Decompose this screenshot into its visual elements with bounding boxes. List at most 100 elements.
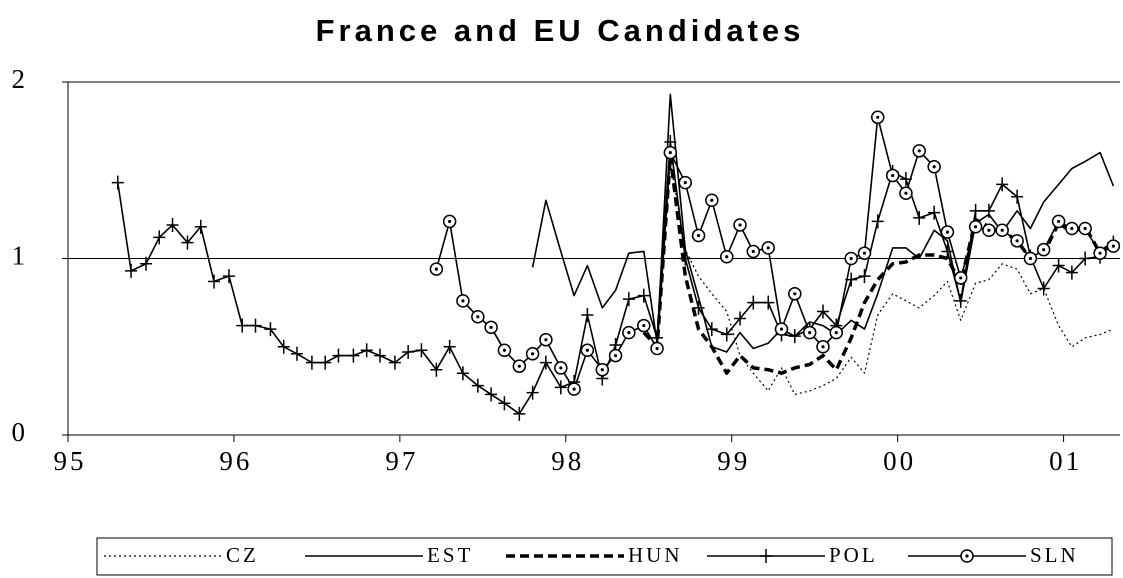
point-marker: [277, 339, 290, 354]
point-marker: [1037, 281, 1050, 296]
point-marker: [526, 385, 539, 400]
point-marker: [443, 339, 456, 354]
point-marker-dot: [834, 331, 838, 335]
point-marker-dot: [945, 230, 950, 234]
point-marker-dot: [862, 251, 867, 255]
point-marker: [373, 348, 386, 363]
point-marker: [720, 327, 733, 342]
point-marker: [166, 217, 179, 232]
point-marker: [982, 203, 995, 218]
point-marker-dot: [655, 346, 659, 351]
x-tick-label: 96: [219, 446, 252, 476]
point-marker-dot: [932, 165, 936, 169]
point-marker: [236, 318, 249, 333]
y-tick-label: 2: [12, 64, 29, 94]
x-tick-label: 00: [883, 446, 916, 476]
point-marker-dot: [627, 331, 631, 335]
point-marker-dot: [476, 315, 480, 319]
point-marker-dot: [725, 255, 729, 259]
point-marker: [1052, 258, 1065, 273]
x-tick-label: 99: [717, 446, 750, 476]
point-marker-dot: [987, 228, 991, 232]
point-marker-dot: [696, 233, 701, 238]
y-tick-label: 0: [12, 417, 29, 447]
point-marker-dot: [891, 173, 895, 178]
point-marker-dot: [448, 219, 452, 224]
x-tick-label: 95: [54, 446, 87, 476]
point-marker-dot: [849, 256, 853, 261]
point-marker: [692, 300, 705, 315]
point-marker: [319, 355, 332, 370]
point-marker-dot: [572, 387, 576, 391]
point-marker-dot: [793, 292, 797, 296]
point-marker: [430, 362, 443, 377]
x-tick-label: 98: [551, 446, 584, 476]
point-marker-dot: [965, 554, 969, 558]
point-marker-dot: [434, 267, 438, 271]
point-marker: [762, 295, 775, 310]
point-marker-dot: [1098, 251, 1102, 255]
point-marker-dot: [600, 368, 604, 372]
point-marker-dot: [751, 249, 755, 254]
point-marker-dot: [613, 353, 618, 358]
point-marker: [513, 406, 526, 421]
point-marker-dot: [1015, 239, 1019, 243]
series-line: [435, 116, 1114, 390]
point-marker-dot: [1070, 226, 1074, 231]
point-marker: [954, 293, 967, 308]
point-marker-dot: [642, 323, 646, 328]
point-marker: [498, 396, 511, 411]
chart-title: France and EU Candidates: [316, 13, 805, 48]
legend-label: EST: [427, 543, 473, 567]
point-marker: [816, 304, 829, 319]
point-marker: [788, 329, 801, 344]
point-marker: [1065, 265, 1078, 280]
point-marker-dot: [531, 352, 535, 356]
point-marker-dot: [974, 225, 978, 229]
point-marker-dot: [710, 198, 714, 202]
point-marker-dot: [502, 348, 506, 352]
x-tick-label: 01: [1049, 446, 1082, 476]
point-marker-dot: [876, 115, 880, 119]
point-marker: [290, 346, 303, 361]
point-marker-dot: [1111, 244, 1115, 248]
point-marker: [360, 343, 373, 358]
point-marker: [705, 322, 718, 337]
point-marker-dot: [1083, 226, 1087, 231]
point-marker: [402, 345, 415, 360]
point-marker: [194, 219, 207, 234]
point-marker-dot: [517, 364, 521, 368]
point-marker-dot: [904, 191, 908, 195]
point-marker-dot: [1042, 248, 1046, 252]
point-marker: [581, 307, 594, 322]
point-marker-dot: [738, 223, 742, 227]
point-marker: [637, 288, 650, 303]
point-marker: [305, 355, 318, 370]
series-line: [642, 154, 1115, 375]
point-marker: [111, 175, 124, 190]
point-marker-dot: [808, 331, 812, 335]
point-marker-dot: [559, 366, 563, 370]
point-marker: [734, 311, 747, 326]
point-marker: [747, 295, 760, 310]
legend-box: [96, 537, 1113, 576]
point-marker: [332, 348, 345, 363]
point-marker: [249, 318, 262, 333]
point-marker-dot: [544, 338, 548, 342]
point-marker-dot: [1028, 256, 1032, 261]
x-tick-label: 97: [385, 446, 418, 476]
point-marker: [208, 274, 221, 289]
point-marker: [941, 244, 954, 259]
point-marker: [181, 235, 194, 250]
point-marker-dot: [1057, 219, 1061, 224]
point-marker: [539, 355, 552, 370]
point-marker-dot: [766, 246, 770, 250]
point-marker: [913, 210, 926, 225]
y-tick-label: 1: [12, 241, 29, 271]
point-marker-dot: [959, 276, 963, 280]
point-marker: [622, 292, 635, 307]
point-marker-dot: [489, 325, 493, 329]
point-marker: [554, 380, 567, 395]
point-marker: [388, 355, 401, 370]
